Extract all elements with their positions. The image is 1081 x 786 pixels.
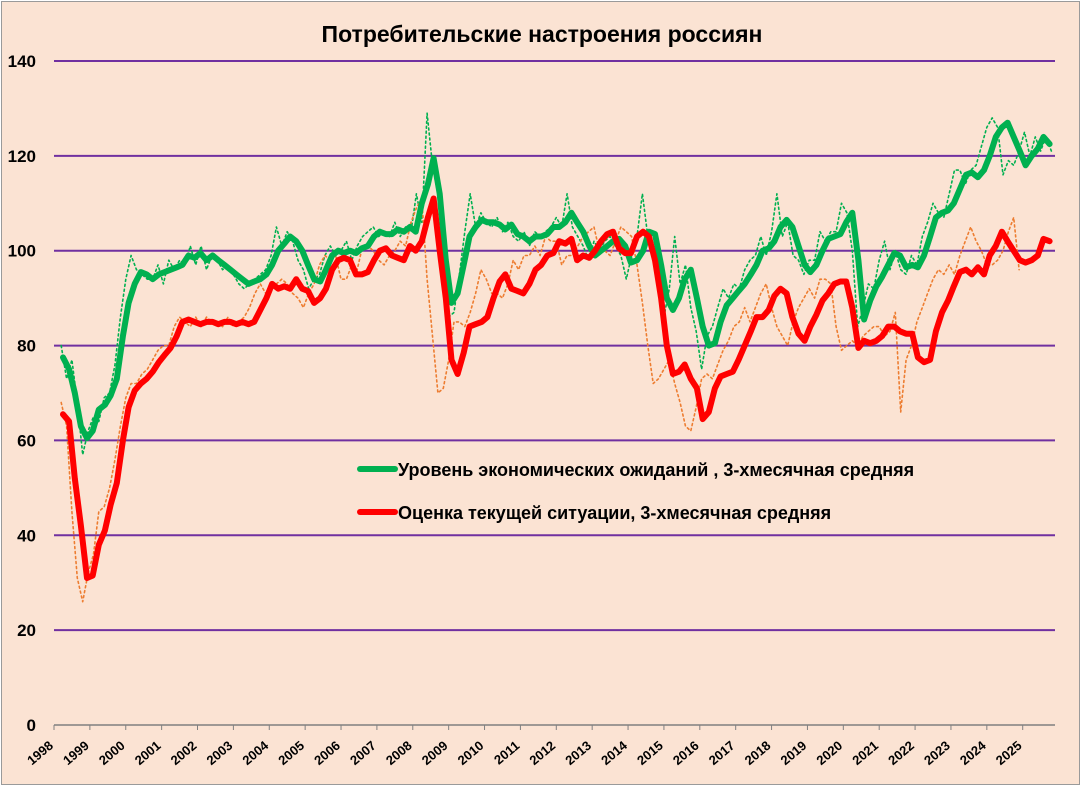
- x-tick-label: 2018: [742, 738, 774, 768]
- series-expectations-raw: [60, 112, 1053, 456]
- x-tick-label: 2015: [634, 738, 666, 768]
- y-tick-label: 140: [8, 52, 36, 71]
- series-lines: [60, 112, 1053, 603]
- x-tick-label: 2025: [993, 738, 1025, 768]
- x-tick-label: 2001: [132, 738, 164, 768]
- x-tick-label: 2020: [813, 738, 845, 768]
- x-tick-label: 1998: [24, 738, 56, 768]
- x-tick-label: 1999: [60, 738, 92, 768]
- x-tick-label: 2016: [670, 738, 702, 768]
- x-tick-label: 2008: [383, 738, 415, 768]
- series-expectations: [60, 119, 1053, 442]
- x-tick-label: 2023: [921, 738, 953, 768]
- x-tick-label: 2007: [347, 738, 379, 768]
- x-tick-label: 2019: [778, 738, 810, 768]
- x-tick-label: 2021: [849, 738, 881, 768]
- x-tick-label: 2002: [168, 738, 200, 768]
- x-tick-label: 2012: [526, 738, 558, 768]
- y-tick-label: 40: [17, 526, 36, 545]
- x-tick-label: 2022: [885, 738, 917, 768]
- x-tick-label: 2000: [96, 738, 128, 768]
- legend-label-expectations: Уровень экономических ожиданий , 3-хмеся…: [398, 460, 914, 480]
- x-tick-label: 2006: [311, 738, 343, 768]
- x-tick-label: 2009: [419, 738, 451, 768]
- x-tick-label: 2005: [275, 738, 307, 768]
- y-axis-ticks: 0 20 40 60 80 100 120 140: [8, 52, 36, 735]
- y-tick-label: 0: [27, 716, 36, 735]
- series-current: [60, 195, 1053, 581]
- y-tick-label: 20: [17, 621, 36, 640]
- legend: Уровень экономических ожиданий , 3-хмеся…: [357, 460, 914, 523]
- y-tick-label: 60: [17, 431, 36, 450]
- y-tick-label: 120: [8, 147, 36, 166]
- x-tick-label: 2013: [562, 738, 594, 768]
- y-tick-label: 100: [8, 242, 36, 261]
- legend-label-current: Оценка текущей ситуации, 3-хмесячная сре…: [398, 503, 831, 523]
- y-tick-label: 80: [17, 337, 36, 356]
- x-tick-label: 2011: [491, 738, 522, 768]
- x-tick-label: 2003: [204, 738, 236, 768]
- chart-title: Потребительские настроения россиян: [322, 21, 763, 47]
- gridlines: [54, 60, 1055, 726]
- x-tick-label: 2014: [598, 737, 630, 768]
- x-tick-label: 2024: [957, 737, 989, 768]
- x-axis-ticks: 1998 1999 2000 2001 2002 2003 2004 2005 2006 2007…: [24, 725, 1025, 768]
- x-tick-label: 2010: [455, 738, 487, 768]
- x-tick-label: 2017: [706, 738, 738, 768]
- x-tick-label: 2004: [239, 737, 271, 768]
